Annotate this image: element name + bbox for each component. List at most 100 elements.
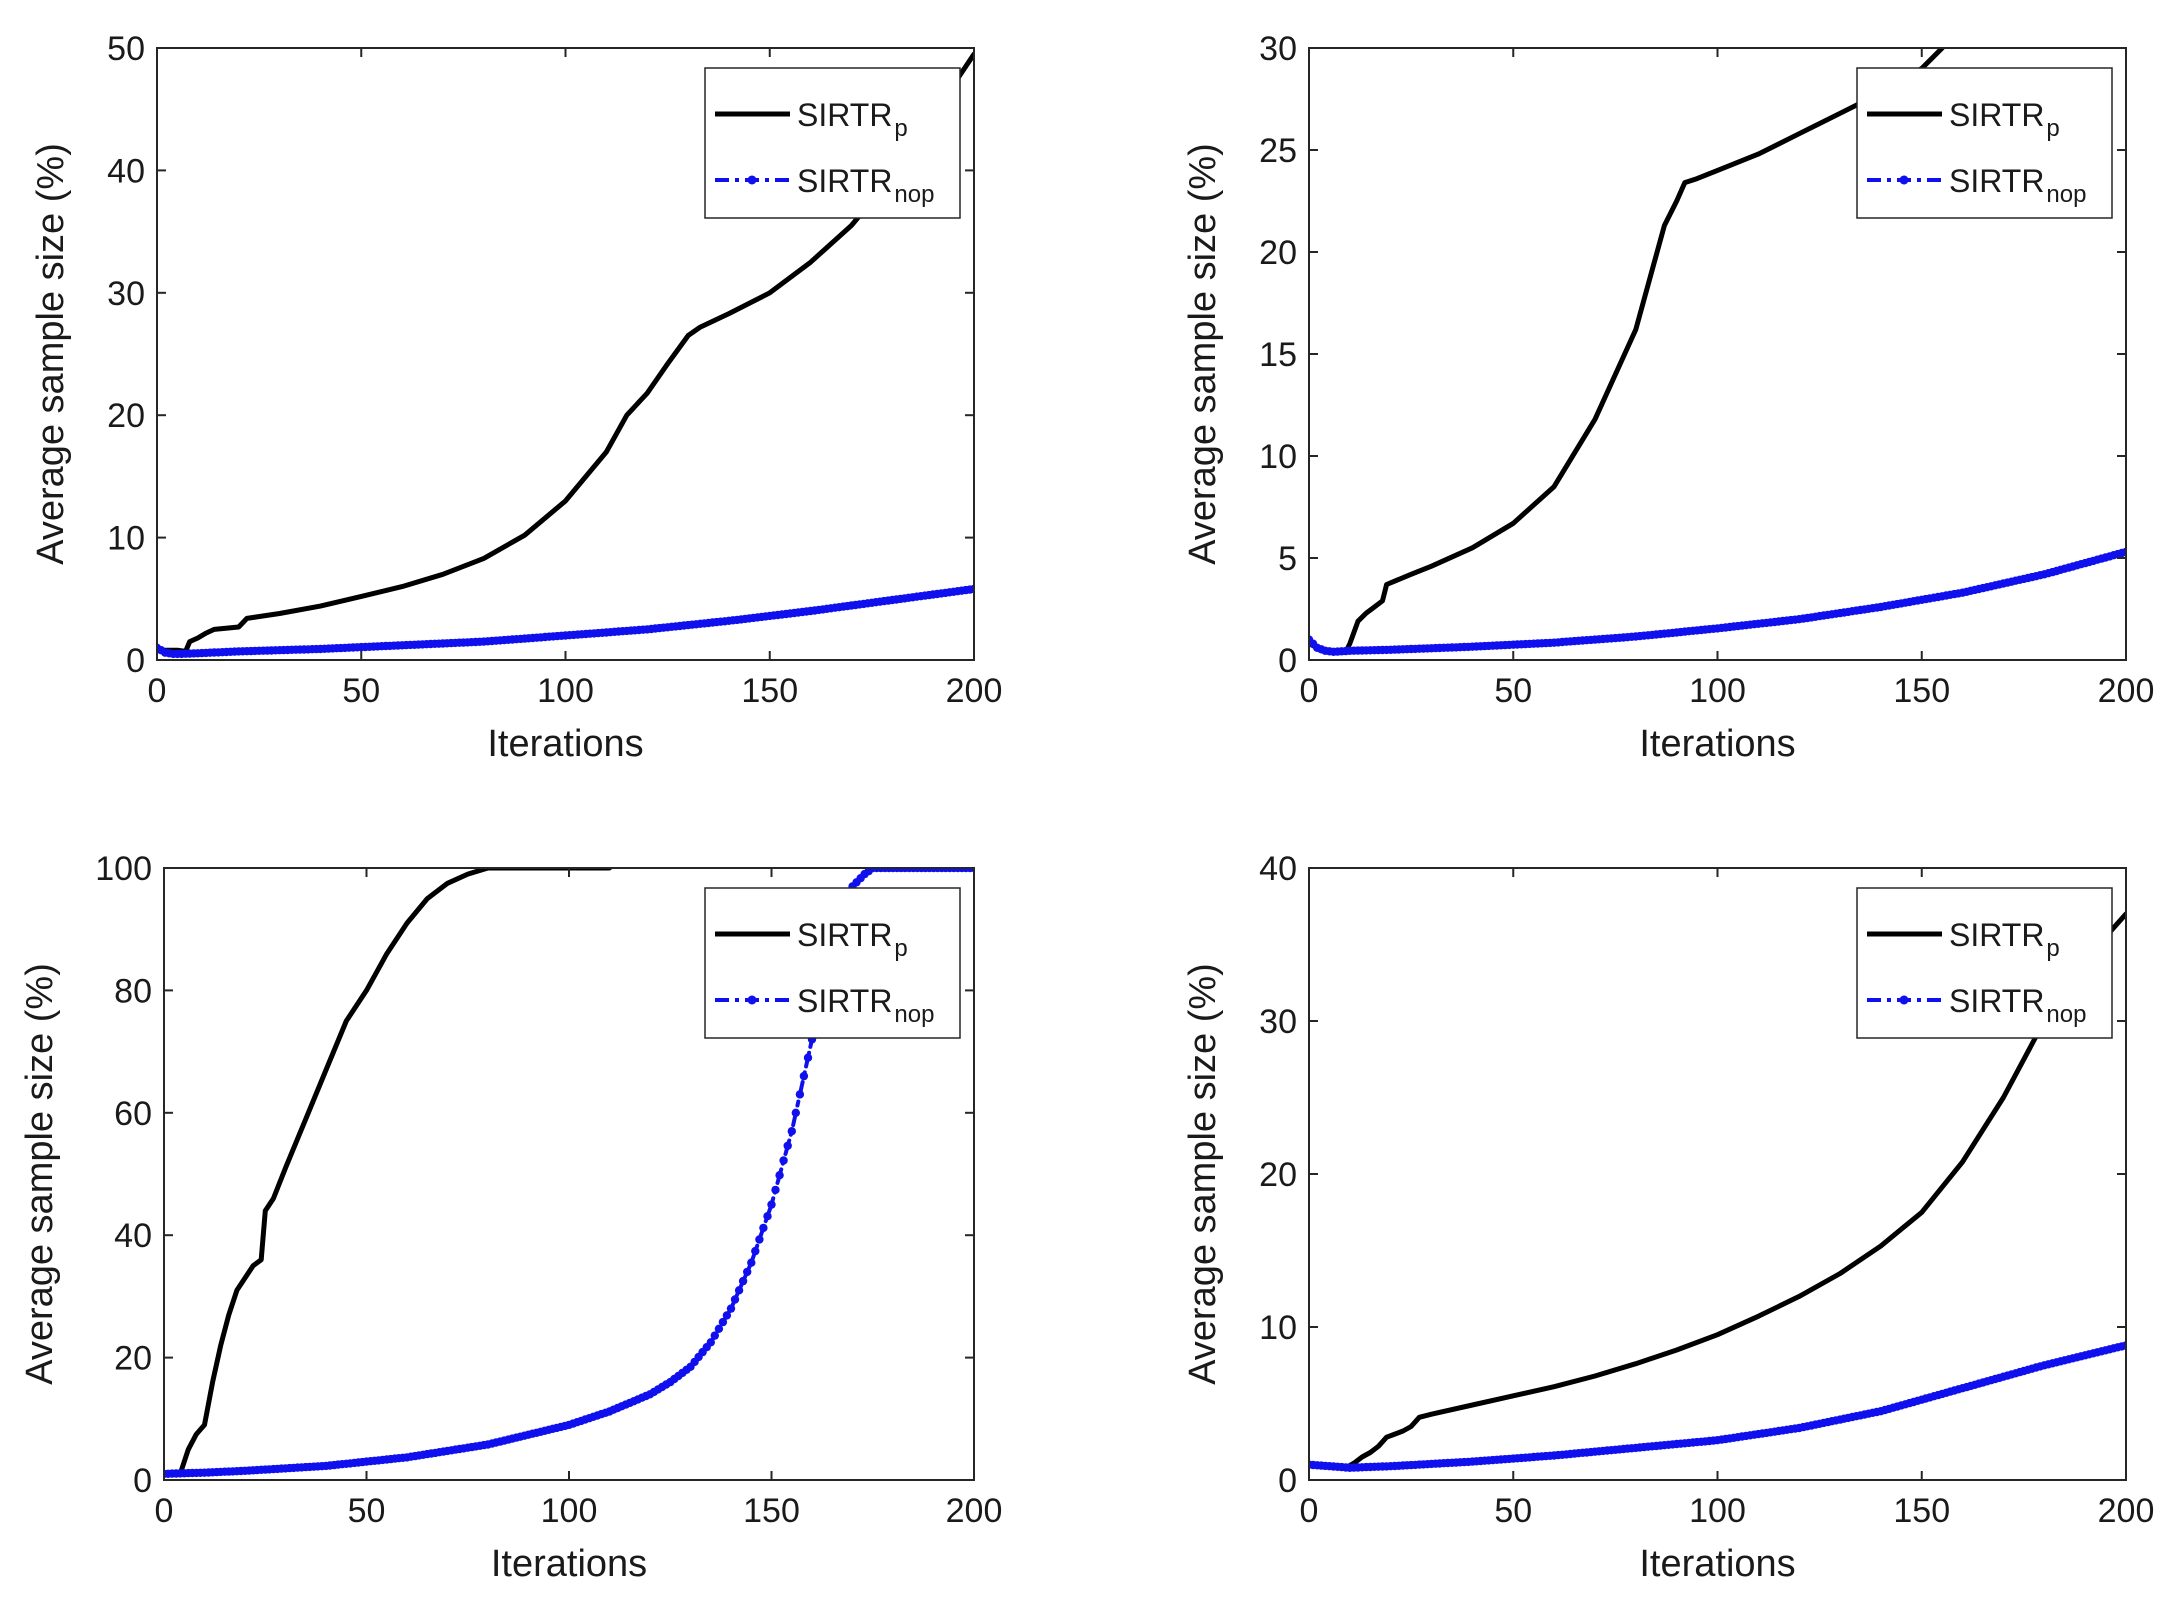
y-tick-label: 20 <box>114 1340 152 1378</box>
legend-label-nop: SIRTRnop <box>1949 163 2086 208</box>
legend-label-nop: SIRTRnop <box>1949 983 2086 1028</box>
x-tick-label: 100 <box>537 672 594 710</box>
x-tick-label: 50 <box>1494 1492 1532 1530</box>
y-tick-label: 60 <box>114 1095 152 1133</box>
x-axis-label: Iterations <box>491 1543 647 1585</box>
series-group <box>1309 48 2126 656</box>
x-tick-label: 150 <box>741 672 798 710</box>
y-tick-label: 0 <box>1278 642 1297 680</box>
series-marker <box>969 868 974 873</box>
series-marker <box>969 584 974 594</box>
series-group <box>164 868 974 1479</box>
y-axis-label: Average sample size (%) <box>1182 963 1224 1385</box>
legend: SIRTRp SIRTRnop <box>704 67 961 219</box>
x-tick-label: 50 <box>342 672 380 710</box>
series-marker <box>718 1317 728 1327</box>
series-line-p <box>1309 911 2126 1471</box>
x-tick-label: 150 <box>743 1492 800 1530</box>
legend-label-p: SIRTRp <box>1949 97 2060 142</box>
legend-box <box>704 67 961 219</box>
chart-4: 0 50 100 150 200 0 10 20 30 40 Iterations Average s… <box>1182 850 2154 1585</box>
series-marker <box>2121 1341 2126 1350</box>
y-tick-label: 30 <box>1259 30 1297 68</box>
legend-label-p: SIRTRp <box>797 97 908 142</box>
legend: SIRTRp SIRTRnop <box>704 887 961 1039</box>
x-tick-label: 100 <box>541 1492 598 1530</box>
series-marker <box>710 1331 719 1340</box>
legend-label-nop: SIRTRnop <box>797 983 934 1028</box>
x-tick-label: 0 <box>1300 1492 1319 1530</box>
series-marker <box>783 1141 792 1151</box>
y-tick-label: 40 <box>1259 850 1297 888</box>
series-marker <box>759 1223 768 1233</box>
legend: SIRTRp SIRTRnop <box>1856 67 2113 219</box>
series-marker <box>767 1200 776 1209</box>
series-marker <box>722 1311 732 1320</box>
x-tick-label: 100 <box>1689 672 1746 710</box>
x-tick-label: 100 <box>1689 1492 1746 1530</box>
x-tick-label: 50 <box>348 1492 386 1530</box>
y-tick-label: 10 <box>1259 1309 1297 1347</box>
series-marker <box>803 1053 813 1062</box>
y-tick-label: 10 <box>107 520 145 558</box>
series-marker <box>706 1338 715 1347</box>
y-tick-label: 100 <box>95 850 152 888</box>
series-marker <box>763 1212 772 1221</box>
y-tick-label: 80 <box>114 972 152 1010</box>
legend-marker <box>747 175 757 185</box>
x-tick-label: 200 <box>946 672 1003 710</box>
series-marker <box>775 1171 784 1180</box>
series-group <box>157 51 974 659</box>
y-tick-label: 30 <box>1259 1003 1297 1041</box>
y-tick-label: 30 <box>107 275 145 313</box>
y-tick-label: 50 <box>107 30 145 68</box>
series-marker <box>751 1246 760 1256</box>
series-marker <box>795 1090 805 1099</box>
legend-label-p: SIRTRp <box>1949 917 2060 962</box>
x-tick-label: 200 <box>2098 672 2155 710</box>
chart-1: 0 50 100 150 200 0 10 20 30 40 50 Iterations Average… <box>30 30 1002 765</box>
series-marker <box>755 1235 764 1244</box>
series-marker <box>714 1324 724 1334</box>
y-tick-label: 0 <box>133 1462 152 1500</box>
x-tick-label: 200 <box>946 1492 1003 1530</box>
y-tick-label: 0 <box>1278 1462 1297 1500</box>
chart-3: 0 50 100 150 200 0 20 40 60 80 100 Iterations Averag… <box>19 850 1002 1585</box>
series-marker <box>743 1267 752 1277</box>
x-tick-label: 0 <box>148 672 167 710</box>
x-tick-label: 150 <box>1893 672 1950 710</box>
series-group <box>1309 911 2126 1473</box>
legend-box <box>1856 67 2113 219</box>
y-tick-label: 0 <box>126 642 145 680</box>
series-line-p <box>157 51 974 654</box>
x-tick-label: 150 <box>1893 1492 1950 1530</box>
y-axis-label: Average sample size (%) <box>1182 143 1224 565</box>
legend-marker <box>1899 175 1909 185</box>
series-marker <box>771 1185 780 1195</box>
x-tick-label: 200 <box>2098 1492 2155 1530</box>
y-tick-label: 25 <box>1259 132 1297 170</box>
y-tick-label: 20 <box>1259 234 1297 272</box>
x-axis-label: Iterations <box>487 723 643 765</box>
legend-label-p: SIRTRp <box>797 917 908 962</box>
series-marker <box>779 1156 788 1165</box>
legend-marker <box>747 995 757 1005</box>
series-marker <box>747 1258 756 1267</box>
series-marker <box>734 1286 744 1295</box>
legend: SIRTRp SIRTRnop <box>1856 887 2113 1039</box>
series-line-p <box>164 868 612 1477</box>
series-marker <box>787 1127 796 1136</box>
x-tick-label: 50 <box>1494 672 1532 710</box>
y-tick-label: 5 <box>1278 540 1297 578</box>
y-tick-label: 20 <box>107 397 145 435</box>
series-marker <box>730 1295 740 1304</box>
x-axis-label: Iterations <box>1639 723 1795 765</box>
series-line-p <box>1309 48 1945 655</box>
y-tick-label: 10 <box>1259 438 1297 476</box>
series-marker <box>726 1304 736 1313</box>
series-marker <box>791 1108 800 1118</box>
y-tick-label: 20 <box>1259 1156 1297 1194</box>
y-tick-label: 15 <box>1259 336 1297 374</box>
legend-marker <box>1899 995 1909 1005</box>
